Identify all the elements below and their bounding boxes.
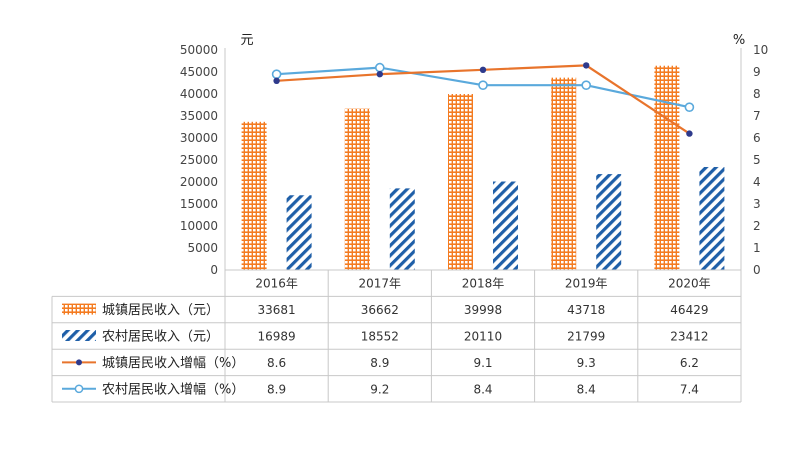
- table-value: 33681: [258, 303, 296, 317]
- point-urban-growth: [686, 130, 693, 137]
- right-tick-label: 7: [753, 109, 761, 123]
- right-axis-ticks: 0 1 2 3 4 5 6 7 8 9 10: [753, 43, 768, 277]
- point-urban-growth: [479, 66, 487, 74]
- table-value: 43718: [567, 303, 605, 317]
- point-rural-growth: [374, 62, 385, 73]
- table-value: 39998: [464, 303, 502, 317]
- right-tick-label: 8: [753, 87, 761, 101]
- right-axis-unit: %: [733, 33, 745, 48]
- left-tick-label: 15000: [180, 197, 218, 211]
- table-value: 23412: [670, 330, 708, 344]
- category-label: 2016年: [255, 277, 298, 291]
- bar-rural-income: [493, 181, 518, 270]
- left-tick-label: 25000: [180, 153, 218, 167]
- right-tick-label: 4: [753, 175, 761, 189]
- legend-label: 农村居民收入（元）: [102, 330, 219, 345]
- legend-key-marker: [74, 384, 84, 394]
- plot-frame: [224, 48, 742, 402]
- left-axis-unit: 元: [240, 33, 253, 48]
- right-tick-label: 0: [753, 263, 761, 277]
- left-tick-label: 35000: [180, 109, 218, 123]
- left-axis-ticks: 0 5000 10000 15000 20000 25000 30000 35000 40000…: [180, 43, 218, 277]
- bar-rural-income: [389, 188, 415, 270]
- left-tick-label: 50000: [180, 43, 218, 57]
- category-label: 2020年: [668, 277, 711, 291]
- point-rural-growth: [271, 69, 282, 79]
- table-value: 21799: [567, 330, 605, 344]
- point-rural-growth: [684, 102, 695, 112]
- left-tick-label: 10000: [180, 219, 218, 233]
- table-value: 9.3: [577, 356, 596, 370]
- bar-rural-income: [596, 174, 622, 270]
- bar-rural-income: [699, 166, 725, 270]
- table-value: 46429: [670, 303, 708, 317]
- right-tick-label: 2: [753, 219, 761, 233]
- right-tick-label: 5: [753, 153, 761, 167]
- legend-label: 农村居民收入增幅（%）: [102, 382, 244, 397]
- table-value: 7.4: [680, 382, 699, 396]
- table-value: 8.4: [577, 382, 596, 396]
- right-tick-label: 10: [753, 43, 768, 57]
- point-rural-growth: [478, 80, 488, 90]
- table-value: 16989: [258, 330, 296, 344]
- legend-key: [62, 303, 96, 315]
- point-rural-growth: [581, 80, 592, 90]
- category-label: 2017年: [359, 277, 402, 291]
- legend-label: 城镇居民收入增幅（%）: [102, 356, 244, 371]
- legend-label: 城镇居民收入（元）: [102, 303, 219, 318]
- table-value: 9.1: [473, 356, 492, 370]
- point-urban-growth: [376, 71, 383, 78]
- right-tick-label: 1: [753, 241, 761, 255]
- table-value: 8.9: [370, 356, 389, 370]
- bar-urban-income: [551, 77, 577, 270]
- line-urban-growth: [276, 64, 691, 135]
- table-value: 8.4: [473, 382, 492, 396]
- category-label: 2018年: [462, 277, 505, 291]
- table-value: 9.2: [370, 382, 389, 396]
- left-tick-label: 40000: [180, 87, 218, 101]
- category-label: 2019年: [565, 277, 608, 291]
- legend-key: [62, 330, 96, 341]
- left-tick-label: 20000: [180, 175, 218, 189]
- table-value: 8.9: [267, 382, 286, 396]
- left-tick-label: 30000: [180, 131, 218, 145]
- left-tick-label: 5000: [187, 241, 218, 255]
- bar-urban-income: [448, 94, 473, 271]
- table-value: 20110: [464, 330, 502, 344]
- lines: [271, 62, 695, 137]
- bar-urban-income: [241, 121, 267, 271]
- table-value: 18552: [361, 330, 399, 344]
- bar-urban-income: [344, 108, 370, 271]
- bar-urban-income: [654, 65, 680, 270]
- right-tick-label: 9: [753, 65, 761, 79]
- left-tick-label: 0: [210, 263, 218, 277]
- point-urban-growth: [583, 62, 590, 69]
- bar-rural-income: [286, 195, 312, 270]
- right-tick-label: 6: [753, 131, 761, 145]
- right-tick-label: 3: [753, 197, 761, 211]
- point-urban-growth: [273, 77, 280, 85]
- table-value: 6.2: [680, 356, 699, 370]
- left-tick-label: 45000: [180, 65, 218, 79]
- bars: [241, 65, 725, 271]
- legend-key-marker: [76, 359, 82, 366]
- table-value: 36662: [361, 303, 399, 317]
- table-value: 8.6: [267, 356, 286, 370]
